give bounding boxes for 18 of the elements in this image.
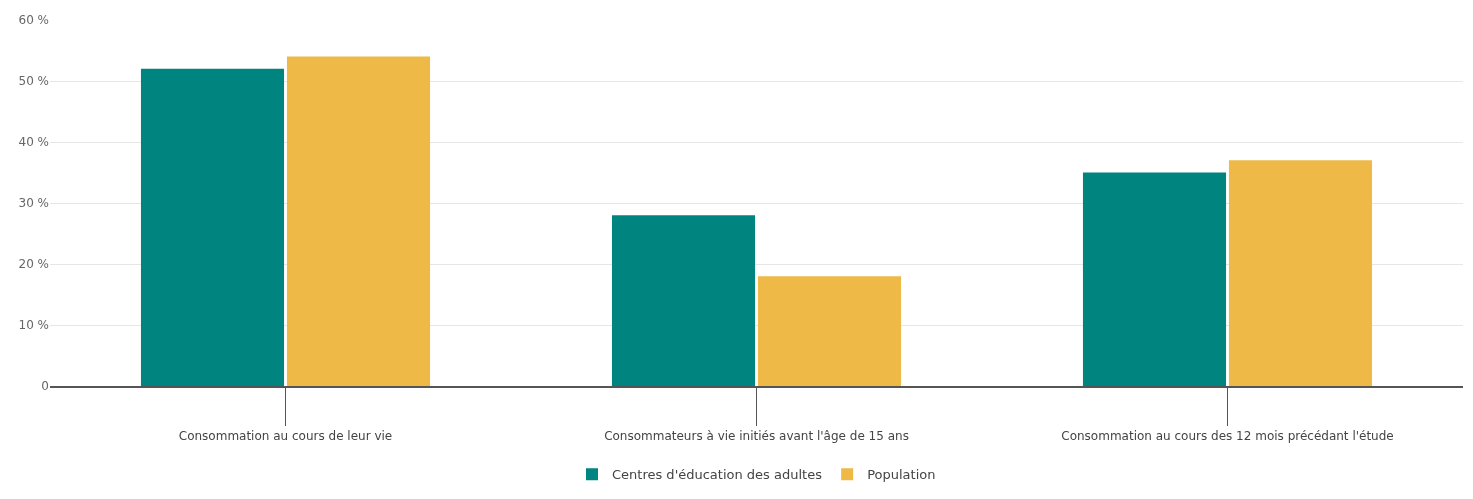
bar bbox=[1082, 172, 1227, 386]
y-tick-label: 0 bbox=[41, 379, 49, 394]
y-tick-label: 40 % bbox=[18, 135, 49, 150]
bar bbox=[286, 56, 431, 386]
y-tick-label: 10 % bbox=[18, 318, 49, 333]
legend-label: Centres d'éducation des adultes bbox=[612, 467, 823, 483]
bar bbox=[757, 276, 902, 386]
bar bbox=[140, 68, 285, 386]
y-tick-label: 60 % bbox=[18, 13, 49, 28]
x-tick-label: Consommation au cours des 12 mois précédant l'étude bbox=[1061, 429, 1394, 444]
y-tick-label: 30 % bbox=[18, 196, 49, 211]
bar bbox=[1228, 160, 1373, 386]
y-tick-label: 50 % bbox=[18, 74, 49, 89]
bar bbox=[611, 215, 756, 386]
y-tick-label: 20 % bbox=[18, 257, 49, 272]
x-tick-label: Consommateurs à vie initiés avant l'âge de 15 ans bbox=[604, 429, 909, 444]
legend-label: Population bbox=[867, 467, 936, 483]
x-tick-label: Consommation au cours de leur vie bbox=[178, 429, 393, 444]
